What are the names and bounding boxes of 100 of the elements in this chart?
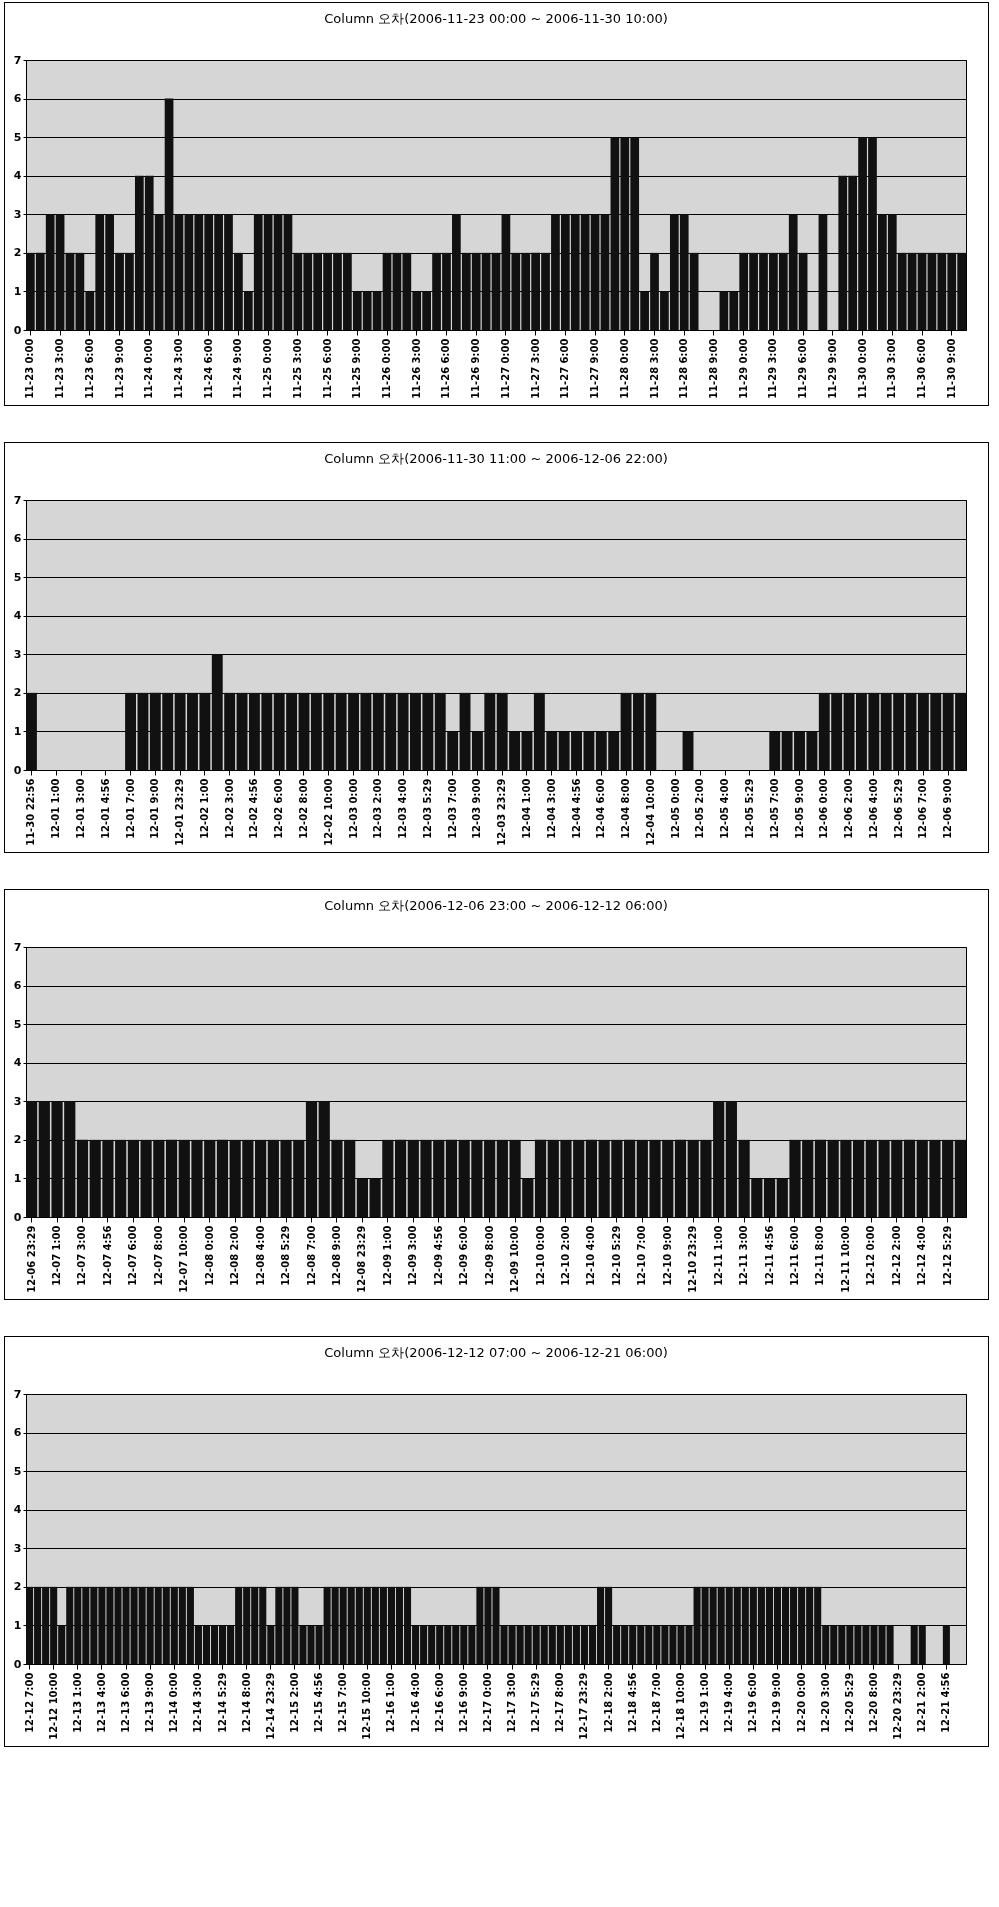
x-tick-label: 12-03 0:00 bbox=[347, 778, 359, 839]
x-tick-label: 12-05 5:29 bbox=[743, 778, 755, 839]
x-tick-label: 12-06 7:00 bbox=[917, 778, 929, 839]
bar bbox=[305, 1101, 318, 1217]
bar bbox=[725, 1101, 737, 1217]
x-tick-label: 12-12 4:00 bbox=[916, 1225, 928, 1286]
y-tick-label: 1 bbox=[13, 284, 22, 298]
x-tick-label: 12-12 0:00 bbox=[865, 1225, 877, 1286]
x-tick-label: 12-01 3:00 bbox=[75, 778, 86, 839]
x-tick-label: 12-17 5:29 bbox=[530, 1672, 542, 1733]
x-tick-label: 12-07 3:00 bbox=[76, 1225, 88, 1286]
x-tick-label: 12-06 23:29 bbox=[25, 1225, 37, 1293]
x-tick-label: 12-09 4:56 bbox=[432, 1225, 444, 1286]
x-tick-label: 12-05 0:00 bbox=[669, 778, 681, 839]
x-tick-label: 11-29 0:00 bbox=[737, 338, 749, 399]
y-tick-label: 2 bbox=[13, 1580, 22, 1594]
x-tick-label: 11-29 9:00 bbox=[826, 338, 838, 399]
x-tick-label: 12-04 6:00 bbox=[595, 778, 607, 839]
x-tick-label: 12-02 8:00 bbox=[297, 778, 309, 839]
y-tick-label: 5 bbox=[13, 1464, 22, 1478]
bar bbox=[905, 692, 917, 770]
x-tick-label: 12-03 9:00 bbox=[471, 778, 483, 839]
x-tick-label: 12-21 4:56 bbox=[940, 1672, 952, 1733]
bar bbox=[236, 692, 248, 770]
x-tick-label: 12-12 7:00 bbox=[23, 1672, 35, 1733]
chart-title: Column 오차(2006-11-23 00:00 ~ 2006-11-30 10:00) bbox=[324, 11, 668, 26]
x-tick-label: 12-16 6:00 bbox=[433, 1672, 445, 1733]
x-tick-label: 12-19 6:00 bbox=[747, 1672, 759, 1733]
x-tick-label: 12-11 1:00 bbox=[712, 1225, 724, 1286]
y-tick-label: 3 bbox=[13, 1094, 22, 1108]
bar bbox=[763, 1178, 776, 1217]
x-tick-label: 12-20 5:29 bbox=[843, 1672, 855, 1733]
x-tick-label: 11-30 0:00 bbox=[856, 338, 868, 399]
x-tick-label: 11-29 6:00 bbox=[797, 338, 809, 399]
bar bbox=[682, 731, 694, 770]
x-tick-label: 12-21 2:00 bbox=[916, 1672, 928, 1733]
y-tick-label: 6 bbox=[13, 532, 22, 546]
x-tick-label: 12-04 4:56 bbox=[570, 778, 582, 839]
bar bbox=[445, 1139, 458, 1217]
bar bbox=[521, 731, 533, 770]
y-tick-label: 1 bbox=[13, 1618, 22, 1632]
x-tick-label: 12-06 0:00 bbox=[818, 778, 830, 839]
x-tick-label: 11-30 22:56 bbox=[25, 778, 37, 846]
x-tick-label: 12-10 7:00 bbox=[636, 1225, 648, 1286]
bar bbox=[255, 1139, 267, 1217]
x-tick-label: 11-23 9:00 bbox=[113, 338, 125, 399]
bar bbox=[127, 1139, 139, 1217]
x-tick-label: 12-14 3:00 bbox=[192, 1672, 204, 1733]
x-tick-label: 12-03 7:00 bbox=[446, 778, 458, 839]
x-tick-label: 12-04 8:00 bbox=[620, 778, 632, 839]
x-tick-label: 12-09 6:00 bbox=[458, 1225, 470, 1286]
x-tick-label: 12-02 4:56 bbox=[248, 778, 260, 839]
x-tick-label: 11-27 3:00 bbox=[529, 338, 541, 399]
x-tick-label: 12-11 4:56 bbox=[763, 1225, 775, 1286]
x-tick-label: 11-29 3:00 bbox=[767, 338, 779, 399]
x-tick-label: 12-12 10:00 bbox=[47, 1672, 59, 1740]
y-tick-label: 4 bbox=[13, 609, 22, 623]
x-tick-label: 11-26 3:00 bbox=[410, 338, 422, 399]
x-tick-label: 12-01 9:00 bbox=[149, 778, 161, 839]
y-tick-label: 7 bbox=[13, 940, 22, 954]
y-tick-label: 1 bbox=[13, 1171, 22, 1185]
x-tick-label: 12-07 4:56 bbox=[101, 1225, 113, 1286]
x-tick-label: 11-25 9:00 bbox=[351, 338, 363, 399]
x-tick-label: 12-06 4:00 bbox=[867, 778, 879, 839]
x-tick-label: 11-23 6:00 bbox=[83, 338, 95, 399]
bar bbox=[26, 692, 37, 770]
x-tick-label: 12-11 8:00 bbox=[814, 1225, 826, 1286]
x-tick-label: 11-25 0:00 bbox=[262, 338, 274, 399]
x-tick-label: 12-06 2:00 bbox=[843, 778, 855, 839]
y-tick-label: 4 bbox=[13, 1503, 22, 1517]
x-tick-label: 12-08 23:29 bbox=[356, 1225, 368, 1293]
y-tick-label: 7 bbox=[13, 1387, 22, 1401]
bar bbox=[600, 214, 610, 330]
x-tick-label: 12-09 1:00 bbox=[381, 1225, 393, 1286]
x-tick-label: 11-28 9:00 bbox=[707, 338, 719, 399]
x-tick-label: 11-25 3:00 bbox=[291, 338, 303, 399]
x-tick-label: 12-05 4:00 bbox=[719, 778, 731, 839]
x-tick-label: 12-14 8:00 bbox=[240, 1672, 252, 1733]
bar bbox=[65, 252, 75, 330]
bar bbox=[534, 1139, 547, 1217]
x-tick-label: 12-19 1:00 bbox=[699, 1672, 711, 1733]
x-tick-label: 12-01 1:00 bbox=[50, 778, 62, 839]
y-tick-label: 1 bbox=[13, 724, 22, 738]
x-tick-label: 12-18 7:00 bbox=[650, 1672, 662, 1733]
x-tick-label: 12-04 3:00 bbox=[545, 778, 557, 839]
x-tick-label: 12-13 9:00 bbox=[144, 1672, 156, 1733]
x-tick-label: 12-17 23:29 bbox=[578, 1672, 590, 1740]
x-tick-label: 12-08 9:00 bbox=[330, 1225, 342, 1286]
y-tick-label: 2 bbox=[13, 686, 22, 700]
x-tick-label: 12-09 8:00 bbox=[483, 1225, 495, 1286]
x-tick-label: 12-11 3:00 bbox=[738, 1225, 750, 1286]
y-tick-label: 2 bbox=[13, 1133, 22, 1147]
x-tick-label: 12-20 3:00 bbox=[819, 1672, 831, 1733]
x-tick-label: 11-30 3:00 bbox=[886, 338, 898, 399]
bar bbox=[459, 692, 471, 770]
bar bbox=[298, 692, 310, 770]
bar bbox=[903, 1139, 916, 1217]
x-tick-label: 12-10 23:29 bbox=[687, 1225, 699, 1293]
x-tick-label: 11-26 0:00 bbox=[381, 338, 393, 399]
x-tick-label: 12-14 5:29 bbox=[216, 1672, 228, 1733]
